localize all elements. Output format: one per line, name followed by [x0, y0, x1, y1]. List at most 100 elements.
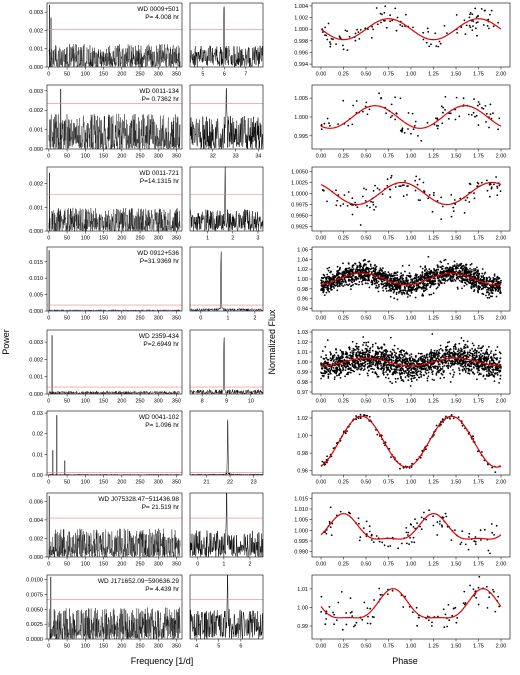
data-point [394, 377, 397, 380]
data-point [469, 352, 472, 355]
phase-3-xtick-label: 1.50 [451, 236, 462, 242]
data-point [421, 271, 424, 274]
data-point [371, 271, 373, 273]
data-point [447, 355, 450, 358]
periodogram-7-frame [46, 492, 183, 558]
data-point [329, 371, 331, 373]
data-point [419, 352, 422, 355]
data-point [346, 205, 349, 207]
data-point [496, 194, 499, 197]
periodogram-7-xtick-label: 100 [81, 562, 90, 568]
data-point [407, 531, 410, 534]
periodogram-7-xtick-label: 150 [99, 562, 108, 568]
data-point [482, 275, 485, 277]
data-point [321, 31, 324, 33]
data-point [374, 267, 377, 269]
data-point [380, 355, 382, 358]
phase-8-xtick-label: 0.75 [383, 644, 394, 650]
periodogram-6-ytick-label: 0.03 [32, 411, 43, 417]
data-point [447, 262, 449, 265]
data-point [362, 336, 365, 338]
data-point [361, 618, 364, 621]
data-point [496, 374, 499, 376]
data-point [347, 124, 350, 127]
data-point [470, 286, 473, 289]
data-point [419, 370, 421, 373]
data-point [464, 346, 467, 349]
data-point [438, 365, 441, 368]
phase-8-xtick-label: 1.00 [406, 644, 417, 650]
data-point [378, 362, 381, 365]
data-point [439, 356, 442, 359]
data-point [323, 294, 326, 296]
phase-5-xtick-label: 0.25 [338, 399, 349, 405]
data-point [356, 359, 358, 362]
data-point [401, 372, 403, 375]
data-point [426, 379, 429, 382]
periodogram-5-xtick-label: 100 [81, 399, 90, 405]
data-point [393, 297, 396, 300]
data-point [336, 265, 339, 268]
phase-5-xtick-label: 0.00 [316, 399, 327, 405]
data-point [495, 366, 498, 369]
zoom-4-plot [190, 251, 263, 311]
data-point [344, 375, 346, 378]
panel-title-id: WD J075328.47−511436.98 [98, 496, 179, 503]
data-point [484, 105, 487, 107]
data-point [386, 185, 389, 187]
data-point [356, 206, 359, 209]
data-point [499, 282, 501, 285]
data-point [480, 181, 483, 184]
data-point [388, 273, 391, 276]
data-point [476, 378, 478, 381]
data-point [486, 25, 489, 27]
data-point [382, 363, 385, 366]
data-point [386, 364, 388, 367]
data-point [408, 354, 411, 357]
data-point [434, 279, 436, 282]
phase-7-xtick-label: 0.50 [361, 562, 372, 568]
data-point [428, 268, 431, 271]
periodogram-1-xtick-label: 250 [135, 72, 144, 78]
data-point [453, 278, 456, 281]
data-point [426, 358, 429, 361]
phase-points [320, 333, 502, 387]
data-point [383, 11, 386, 14]
data-point [423, 275, 426, 278]
data-point [418, 178, 421, 181]
data-point [492, 112, 494, 115]
data-point [452, 607, 455, 610]
periodogram-5-frame [46, 329, 183, 395]
data-point [364, 105, 367, 108]
data-point [488, 27, 490, 30]
data-point [335, 348, 337, 351]
data-point [330, 368, 333, 371]
xlabel-frequency: Frequency [1/d] [131, 656, 194, 666]
data-point [397, 369, 399, 371]
data-point [411, 372, 414, 374]
periodogram-5-xtick-label: 0 [47, 399, 50, 405]
data-point [347, 263, 350, 265]
phase-6-xtick-label: 1.25 [428, 480, 439, 486]
data-point [345, 283, 348, 286]
data-point [493, 357, 495, 359]
data-point [420, 528, 423, 531]
data-point [422, 181, 425, 184]
phase-2-xtick-label: 2.00 [496, 154, 507, 160]
data-point [394, 271, 396, 274]
periodogram-5-xtick-label: 300 [154, 399, 163, 405]
data-point [363, 341, 365, 344]
phase-4-xtick-label: 1.75 [473, 316, 484, 322]
periodogram-6-frame [46, 410, 183, 476]
data-point [408, 272, 411, 275]
data-point [475, 281, 477, 284]
data-point [443, 364, 446, 367]
data-point [333, 623, 335, 626]
data-point [386, 178, 389, 181]
data-point [458, 276, 461, 278]
data-point [378, 188, 381, 191]
data-point [465, 367, 468, 370]
data-point [486, 607, 489, 609]
data-point [367, 267, 370, 270]
